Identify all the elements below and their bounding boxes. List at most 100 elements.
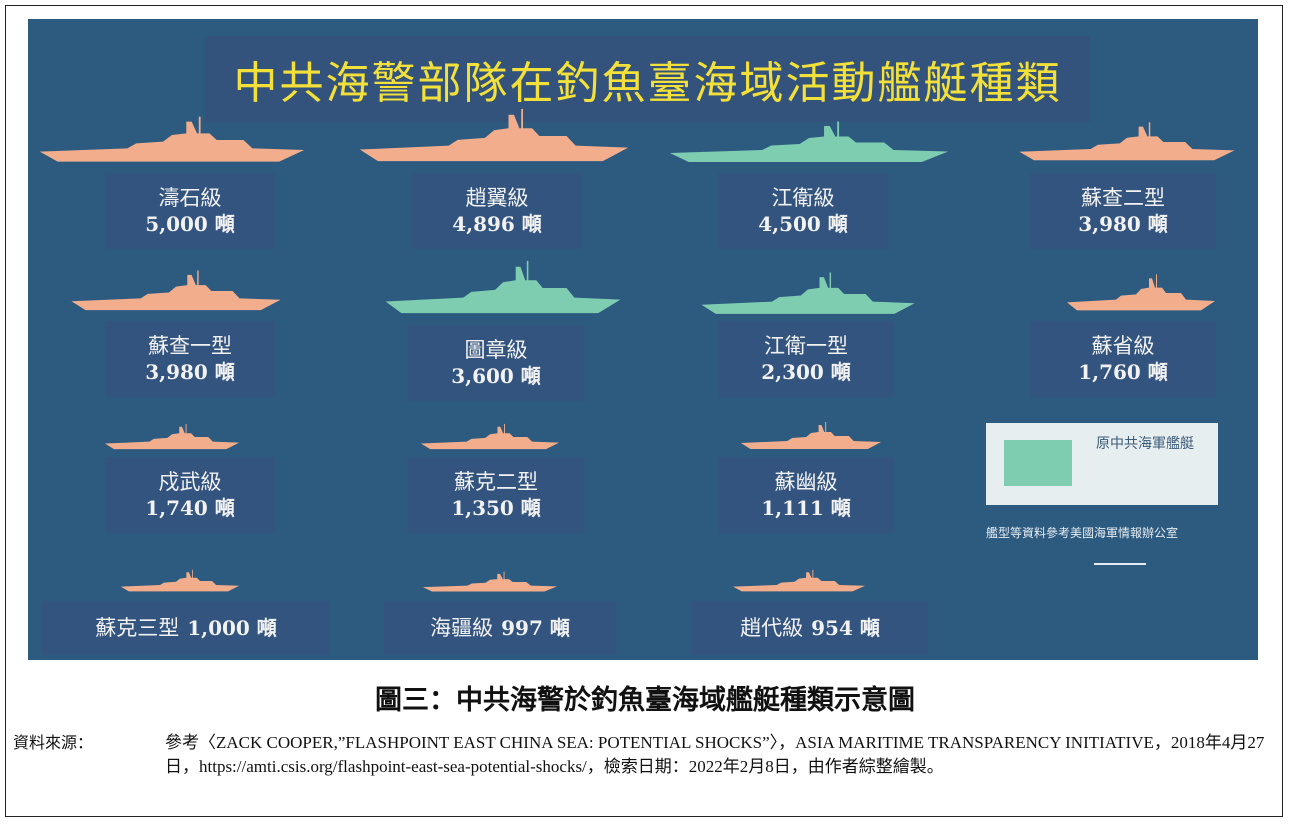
ship-hull — [421, 427, 559, 449]
ship-mast — [837, 122, 839, 139]
ship-mast — [504, 424, 505, 434]
ship-silhouette-suyou — [740, 421, 882, 451]
ship-silhouette-suke-2 — [420, 423, 560, 451]
ship-hull — [423, 574, 557, 592]
ship-tonnage: 4,500 噸 — [718, 211, 888, 237]
ship-hull — [1067, 278, 1215, 310]
ship-type-poster: 中共海警部隊在釣魚臺海域活動艦艇種類 濤石級 5,000 噸 趙翼級 4,896… — [28, 19, 1258, 660]
ship-name: 戍武級 — [105, 469, 275, 495]
ship-icon — [358, 107, 630, 165]
ship-icon — [1066, 273, 1216, 313]
ship-silhouette-wuwu — [104, 423, 240, 451]
ship-name: 海疆級 — [430, 615, 493, 641]
ship-silhouette-tuzhang — [384, 259, 622, 317]
ship-icon — [740, 421, 882, 451]
ship-tonnage: 3,980 噸 — [105, 359, 275, 385]
ship-name: 江衛級 — [718, 185, 888, 211]
ship-hull — [40, 122, 304, 162]
ship-name: 圖章級 — [408, 337, 584, 363]
ship-silhouette-taoshi — [38, 115, 306, 165]
ship-card-suke-2: 蘇克二型 1,350 噸 — [408, 457, 584, 533]
poster-title: 中共海警部隊在釣魚臺海域活動艦艇種類 — [205, 36, 1090, 122]
ship-silhouette-jiangwei — [668, 120, 950, 165]
poster-title-band: 中共海警部隊在釣魚臺海域活動艦艇種類 — [205, 36, 1090, 122]
ship-silhouette-sucha-1 — [70, 269, 282, 313]
ship-name: 蘇省級 — [1030, 333, 1216, 359]
ship-hull — [670, 126, 948, 162]
ship-tonnage: 3,980 噸 — [1030, 211, 1216, 237]
ship-name: 江衛一型 — [718, 333, 894, 359]
ship-silhouette-haijiang — [422, 571, 558, 593]
ship-mast — [186, 424, 187, 434]
ship-silhouette-suke-3 — [120, 569, 240, 593]
ship-mast — [197, 270, 198, 286]
ship-tonnage: 1,740 噸 — [105, 495, 275, 521]
ship-icon — [70, 269, 282, 313]
source-label: 資料來源： — [13, 731, 93, 755]
legend-swatch-former-navy — [1004, 440, 1072, 486]
ship-hull — [71, 275, 280, 310]
ship-mast — [527, 261, 529, 282]
ship-mast — [1156, 274, 1157, 289]
ship-mast — [1149, 122, 1150, 137]
ship-tonnage: 1,760 噸 — [1030, 359, 1216, 385]
ship-mast — [830, 273, 831, 290]
ship-hull — [105, 427, 239, 449]
ship-hull — [121, 572, 239, 591]
ship-tonnage: 2,300 噸 — [718, 359, 894, 385]
ship-icon — [420, 423, 560, 451]
ship-name: 蘇克三型 — [95, 615, 179, 641]
ship-tonnage: 5,000 噸 — [105, 211, 275, 237]
ship-name: 蘇幽級 — [718, 469, 894, 495]
ship-tonnage: 4,896 噸 — [412, 211, 582, 237]
ship-card-sucha-1: 蘇查一型 3,980 噸 — [105, 321, 275, 397]
ship-icon — [120, 569, 240, 593]
source-text: 參考〈ZACK COOPER,”FLASHPOINT EAST CHINA SE… — [165, 731, 1265, 779]
ship-name: 濤石級 — [105, 185, 275, 211]
ship-hull — [741, 425, 881, 449]
ship-card-zhaodai: 趙代級 954 噸 — [692, 601, 928, 655]
ship-tonnage: 1,111 噸 — [718, 495, 894, 521]
ship-card-jiangwei-1: 江衛一型 2,300 噸 — [718, 321, 894, 397]
ship-tonnage: 997 噸 — [501, 615, 570, 641]
ship-silhouette-zhaoyi — [358, 107, 630, 165]
ship-hull — [386, 267, 621, 313]
ship-icon — [38, 115, 306, 165]
ship-card-sucha-2: 蘇查二型 3,980 噸 — [1030, 173, 1216, 249]
ship-hull — [1019, 127, 1234, 161]
ship-silhouette-susheng — [1066, 273, 1216, 313]
ship-icon — [732, 569, 866, 593]
ship-mast — [825, 422, 826, 433]
ship-hull — [701, 277, 914, 314]
ship-icon — [668, 120, 950, 165]
ship-card-wuwu: 戍武級 1,740 噸 — [105, 457, 275, 533]
ship-name: 蘇查二型 — [1030, 185, 1216, 211]
ship-icon — [384, 259, 622, 317]
ship-name: 蘇查一型 — [105, 333, 275, 359]
ship-card-jiangwei: 江衛級 4,500 噸 — [718, 173, 888, 249]
ship-name: 趙代級 — [740, 615, 803, 641]
legend-box: 原中共海軍艦艇 — [986, 423, 1218, 505]
ship-mast — [192, 570, 193, 579]
ship-mast — [199, 117, 201, 135]
ship-silhouette-sucha-2 — [1018, 121, 1236, 163]
legend-divider — [1094, 563, 1146, 565]
ship-icon — [1018, 121, 1236, 163]
ship-card-suke-3: 蘇克三型 1,000 噸 — [42, 601, 330, 655]
ship-card-taoshi: 濤石級 5,000 噸 — [105, 173, 275, 249]
ship-card-suyou: 蘇幽級 1,111 噸 — [718, 457, 894, 533]
ship-icon — [104, 423, 240, 451]
ship-mast — [521, 109, 523, 130]
ship-tonnage: 3,600 噸 — [408, 363, 584, 389]
ship-card-susheng: 蘇省級 1,760 噸 — [1030, 321, 1216, 397]
ship-name: 趙翼級 — [412, 185, 582, 211]
ship-hull — [360, 115, 628, 161]
legend-note: 艦型等資料參考美國海軍情報辦公室 — [986, 525, 1226, 541]
ship-icon — [422, 571, 558, 593]
ship-card-haijiang: 海疆級 997 噸 — [384, 601, 616, 655]
ship-silhouette-zhaodai — [732, 569, 866, 593]
ship-tonnage: 1,000 噸 — [187, 615, 277, 641]
ship-card-zhaoyi: 趙翼級 4,896 噸 — [412, 173, 582, 249]
ship-tonnage: 1,350 噸 — [408, 495, 584, 521]
ship-mast — [812, 570, 813, 579]
